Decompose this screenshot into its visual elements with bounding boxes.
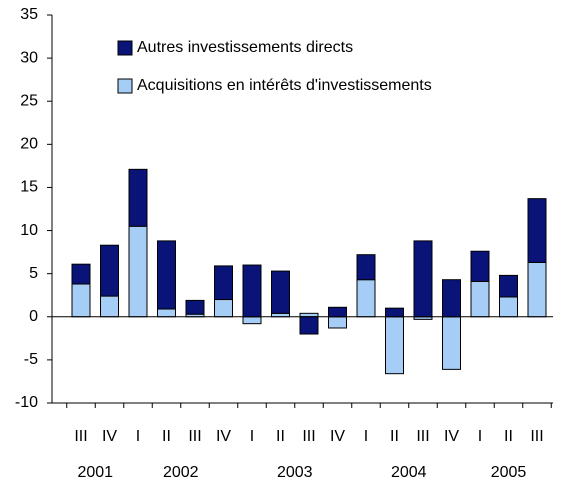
bar-segment [442,316,461,370]
bar-segment [242,264,262,318]
x-tick-label: I [136,428,140,445]
bar-segment [356,279,376,318]
bar-segment [71,263,91,285]
x-tick-label: II [162,428,171,445]
y-tick-label: 0 [29,308,38,325]
x-tick-label: III [530,428,543,445]
bar-segment [128,225,148,318]
x-tick-label: II [390,428,399,445]
year-label: 2005 [491,464,527,481]
y-tick-label: -5 [24,351,38,368]
x-tick-label: III [74,428,87,445]
y-tick-label: 5 [29,265,38,282]
bar-segment [100,244,119,297]
bar-segment [185,299,205,315]
bar-segment [356,254,376,281]
y-tick-label: 15 [20,179,38,196]
y-tick-label: 10 [20,222,38,239]
x-tick-label: II [504,428,513,445]
bar-segment [100,295,119,318]
legend-label: Autres investissements directs [137,39,353,56]
bar-segment [71,283,91,318]
x-tick-label: III [416,428,429,445]
x-tick-label: I [250,428,254,445]
bar-segment [499,274,518,298]
bar-segment [214,299,233,318]
bar-segment [271,312,290,318]
year-label: 2002 [163,464,199,481]
bar-segment [385,316,404,375]
bar-segment [385,307,404,318]
bar-segment [413,240,433,318]
bar-segment [214,265,233,301]
bar-segment [328,306,347,318]
legend-label: Acquisitions en intérêts d'investissemen… [137,77,432,94]
bar-segment [499,296,518,318]
bar-segment [328,316,347,329]
bar-segment [299,312,319,318]
bar-segment [157,240,176,310]
y-tick-label: 20 [20,136,38,153]
x-tick-label: III [302,428,315,445]
bar-segment [527,261,547,318]
year-label: 2003 [277,464,313,481]
x-tick-label: IV [444,428,459,445]
bar-segment [442,279,461,318]
bar-segment [470,280,490,318]
x-tick-label: I [478,428,482,445]
x-tick-label: III [188,428,201,445]
x-tick-label: IV [216,428,231,445]
bar-segment [242,316,262,325]
x-tick-label: I [364,428,368,445]
y-tick-label: -10 [15,394,38,411]
bar-segment [157,308,176,318]
year-label: 2001 [77,464,113,481]
bar-segment [271,270,290,314]
x-tick-label: IV [330,428,345,445]
bar-segment [128,168,148,227]
bar-segment [470,250,490,282]
legend-swatch [117,40,133,56]
y-tick-label: 25 [20,92,38,109]
x-tick-label: II [276,428,285,445]
y-tick-label: 35 [20,6,38,23]
y-tick-label: 30 [20,49,38,66]
x-tick-label: IV [102,428,117,445]
bar-segment [527,198,547,263]
legend-swatch [117,78,133,94]
bar-segment [299,316,319,335]
year-label: 2004 [391,464,427,481]
